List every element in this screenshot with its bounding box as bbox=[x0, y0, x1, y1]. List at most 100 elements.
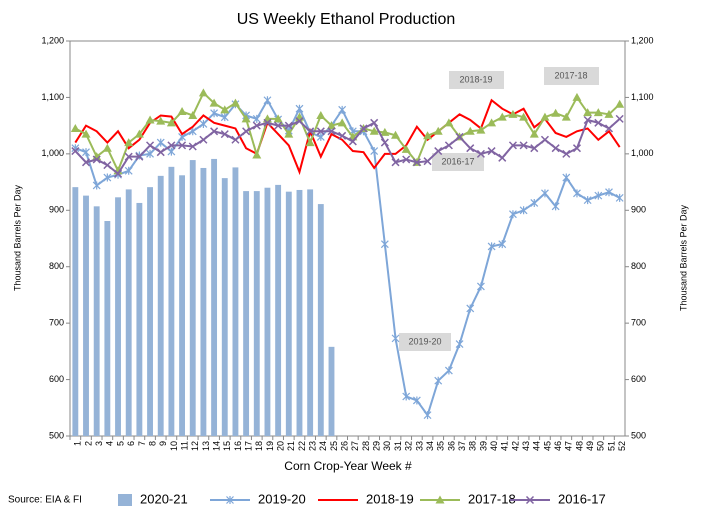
marker bbox=[498, 153, 507, 162]
legend-label: 2020-21 bbox=[140, 491, 188, 506]
bar bbox=[307, 189, 314, 436]
marker bbox=[230, 98, 240, 107]
marker bbox=[348, 137, 357, 146]
line bbox=[74, 118, 621, 176]
marker bbox=[338, 131, 347, 140]
annotation-box bbox=[399, 333, 451, 351]
marker bbox=[124, 152, 133, 161]
marker bbox=[604, 124, 614, 133]
marker bbox=[242, 127, 251, 136]
y-tick-label: 600 bbox=[49, 374, 64, 384]
chart-title: US Weekly Ethanol Production bbox=[237, 11, 455, 28]
x-tick-label: 43 bbox=[521, 441, 531, 451]
x-tick-label: 42 bbox=[510, 441, 520, 451]
marker bbox=[604, 109, 614, 118]
marker bbox=[209, 98, 219, 107]
annotation-box bbox=[432, 153, 484, 171]
marker bbox=[583, 196, 592, 205]
marker bbox=[199, 135, 208, 144]
marker bbox=[338, 105, 347, 114]
annotation: 2017-18 bbox=[554, 70, 587, 80]
bar bbox=[189, 160, 196, 437]
marker bbox=[156, 138, 165, 147]
marker bbox=[284, 121, 293, 130]
marker bbox=[146, 149, 154, 158]
y-axis-title: Thousand Barrels Per Day bbox=[12, 184, 22, 291]
bar bbox=[328, 346, 335, 436]
x-tick-label: 40 bbox=[489, 441, 499, 451]
x-tick-label: 32 bbox=[404, 441, 414, 451]
marker bbox=[594, 118, 603, 127]
line bbox=[74, 98, 621, 176]
x-tick-label: 7 bbox=[137, 441, 147, 446]
marker bbox=[199, 119, 208, 128]
marker bbox=[81, 129, 91, 138]
marker bbox=[551, 202, 560, 211]
marker bbox=[82, 148, 90, 157]
marker bbox=[103, 173, 112, 182]
y-tick-label: 1,000 bbox=[41, 148, 64, 158]
x-tick-label: 51 bbox=[606, 441, 616, 451]
bar bbox=[168, 166, 175, 437]
marker bbox=[455, 132, 464, 141]
x-tick-label: 35 bbox=[436, 441, 446, 451]
marker bbox=[156, 148, 165, 157]
bar bbox=[104, 221, 111, 436]
marker bbox=[263, 118, 272, 127]
marker bbox=[540, 112, 550, 121]
bar bbox=[243, 191, 250, 436]
marker bbox=[487, 242, 496, 251]
x-tick-label: 39 bbox=[478, 441, 488, 451]
y2-tick-label: 1,000 bbox=[631, 148, 654, 158]
marker bbox=[146, 141, 155, 150]
x-tick-label: 44 bbox=[532, 441, 542, 451]
x-tick-label: 49 bbox=[585, 441, 595, 451]
x-tick-label: 1 bbox=[73, 441, 83, 446]
marker bbox=[476, 149, 485, 158]
marker bbox=[508, 141, 517, 150]
x-tick-label: 4 bbox=[105, 441, 115, 446]
marker bbox=[380, 127, 390, 136]
marker bbox=[380, 138, 389, 147]
y-tick-label: 700 bbox=[49, 318, 64, 328]
marker bbox=[615, 99, 625, 108]
marker bbox=[551, 144, 560, 153]
x-tick-label: 8 bbox=[147, 441, 157, 446]
y-tick-label: 900 bbox=[49, 205, 64, 215]
x-tick-label: 26 bbox=[340, 441, 350, 451]
marker bbox=[103, 161, 112, 170]
x-tick-label: 52 bbox=[617, 441, 627, 451]
marker bbox=[220, 130, 229, 139]
marker bbox=[252, 121, 261, 130]
plot-frame bbox=[69, 40, 626, 437]
marker bbox=[327, 127, 336, 136]
marker bbox=[519, 206, 528, 215]
x-axis-title: Corn Crop-Year Week # bbox=[284, 459, 412, 473]
marker bbox=[465, 126, 475, 135]
marker bbox=[167, 141, 176, 150]
bar bbox=[83, 195, 89, 436]
marker bbox=[220, 105, 230, 114]
marker bbox=[135, 152, 144, 161]
annotation: 2018-19 bbox=[459, 74, 492, 84]
x-tick-label: 11 bbox=[179, 441, 189, 450]
annotation-box bbox=[449, 71, 504, 89]
x-tick-label: 21 bbox=[286, 441, 296, 451]
marker bbox=[562, 173, 571, 182]
marker bbox=[305, 138, 315, 147]
marker bbox=[401, 144, 411, 153]
legend-label: 2016-17 bbox=[558, 491, 606, 506]
bar bbox=[125, 189, 132, 436]
x-tick-label: 10 bbox=[169, 441, 179, 451]
x-tick-label: 3 bbox=[94, 441, 104, 446]
marker bbox=[102, 143, 112, 152]
x-tick-label: 15 bbox=[222, 441, 232, 451]
marker bbox=[412, 158, 421, 167]
legend-swatch bbox=[118, 494, 132, 506]
marker bbox=[113, 169, 123, 178]
bar bbox=[147, 187, 153, 436]
x-tick-label: 28 bbox=[361, 441, 371, 451]
bar bbox=[285, 191, 292, 436]
marker bbox=[476, 125, 486, 134]
x-tick-label: 31 bbox=[393, 441, 403, 451]
